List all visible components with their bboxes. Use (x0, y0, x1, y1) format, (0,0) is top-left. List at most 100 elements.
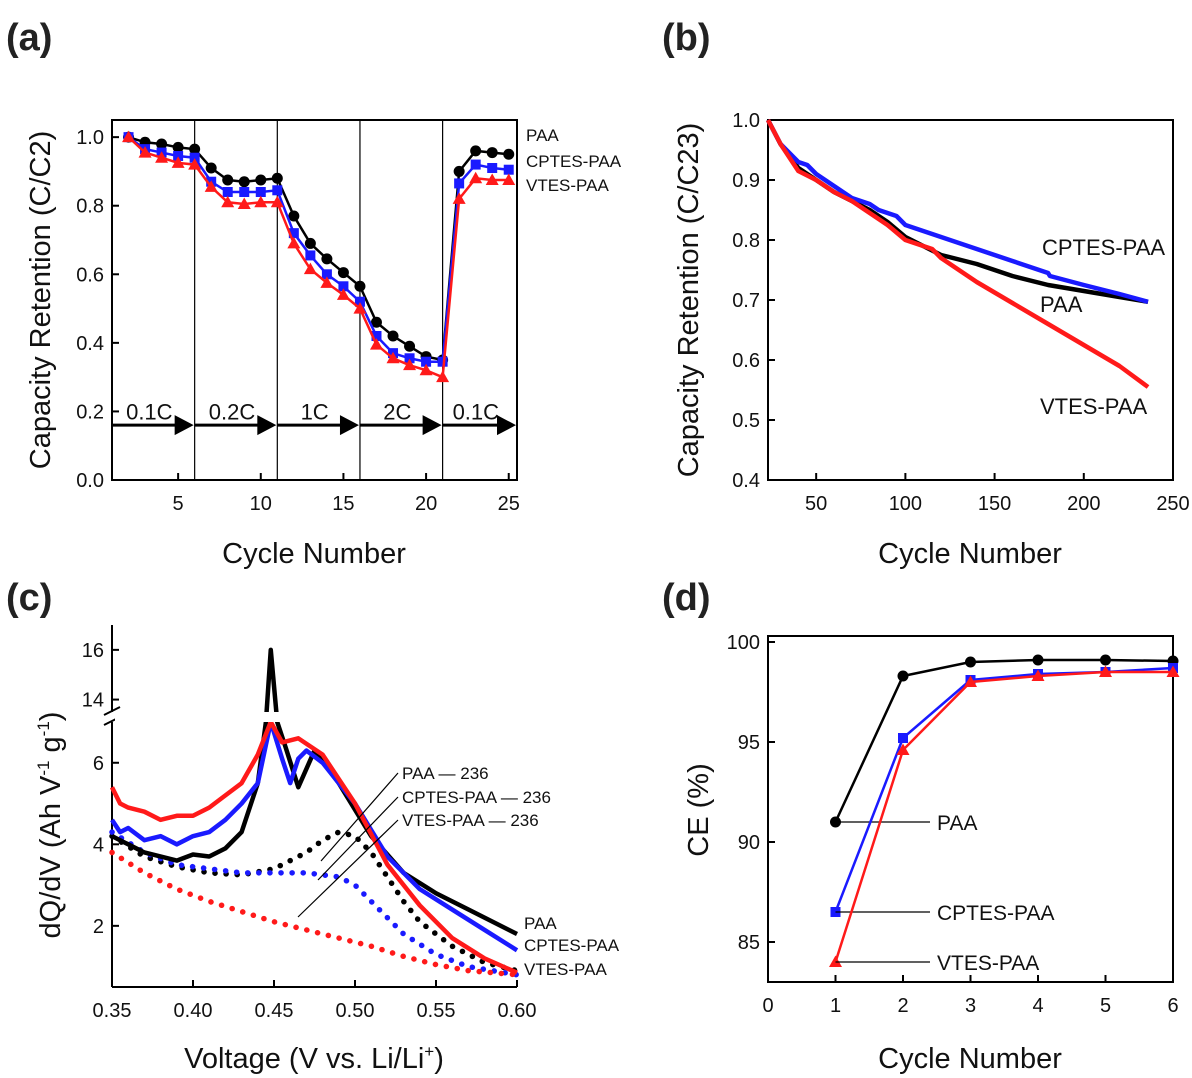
series-label-vtes-b: VTES-PAA (1040, 394, 1148, 419)
legend-label-paa-236: PAA — 236 (402, 764, 489, 783)
data-point-paa (288, 210, 300, 222)
legend-label-vtes-paa-236: VTES-PAA — 236 (402, 811, 539, 830)
data-point-paa (370, 316, 382, 328)
x-tick-label: 100 (889, 493, 922, 515)
data-point-cptes-paa (321, 269, 332, 280)
rate-arrow-head (497, 415, 516, 436)
x-axis-title-b: Cycle Number (878, 538, 1062, 570)
data-point-cptes-paa (189, 152, 200, 163)
y-tick-label: 0.7 (732, 290, 760, 312)
rate-label-0-1c: 0.1C (453, 399, 500, 424)
x-tick-label: 5 (1100, 995, 1111, 1017)
data-point-vtes-paa (469, 171, 483, 184)
data-point-cptes-paa (404, 353, 415, 364)
data-point-paa (189, 143, 201, 155)
data-point-cptes-paa (305, 250, 316, 261)
panel-b: 50 100 150 200 250 0.4 0.5 0.6 0.7 0.8 0.9 1.0 CPTE… (673, 110, 1190, 570)
series-line-paa (834, 658, 1174, 823)
y-axis-title-b: Capacity Retention (C/C23) (673, 123, 705, 478)
x-tick-label: 3 (965, 995, 976, 1017)
x-tick-label: 0.40 (174, 1000, 213, 1022)
end-label-paa: PAA (524, 914, 557, 933)
data-point-vtes-paa (1031, 669, 1045, 681)
rate-arrow-head (422, 415, 442, 436)
legend-leader-line (320, 772, 399, 862)
plot-frame-a (111, 119, 518, 481)
series-line-cptes-paa (110, 719, 519, 953)
legend-label-paa: PAA (526, 126, 559, 145)
series-label-paa: PAA (937, 812, 977, 835)
series-line-paa (766, 118, 1149, 305)
y-tick-label: 6 (93, 753, 104, 775)
x-tick-label: 150 (978, 493, 1011, 515)
data-point-vtes-paa (138, 146, 152, 158)
y-tick-label: 0.4 (76, 333, 104, 355)
plot-frame-d (767, 635, 1174, 983)
y-tick-label: 0.4 (732, 470, 760, 492)
data-point-vtes-paa (287, 236, 301, 249)
x-axis-title-d: Cycle Number (878, 1043, 1062, 1075)
x-tick-label: 0 (762, 995, 773, 1017)
data-point-vtes-paa (386, 351, 400, 364)
series-label-vtes-paa: VTES-PAA (937, 952, 1039, 975)
data-point-cptes-paa (470, 159, 481, 170)
data-point-paa (354, 280, 366, 292)
rate-arrow-head (257, 415, 277, 436)
data-point-vtes-paa (964, 675, 977, 687)
data-point-cptes-paa (487, 163, 498, 173)
y-tick-label: 1.0 (732, 110, 760, 132)
x-tick-label: 10 (250, 493, 272, 515)
legend-leader-line (317, 796, 399, 881)
data-point-paa (337, 267, 349, 279)
x-tick-label: 0.60 (498, 1000, 537, 1022)
series-line-vtes-paa-236 (109, 849, 520, 978)
data-point-vtes-paa (221, 195, 235, 208)
data-point-paa (205, 162, 217, 174)
y-axis-title-c: dQ/dV (Ah V-1 g-1) (34, 712, 67, 939)
plot-frame-b (767, 119, 1174, 481)
x-tick-label: 20 (415, 493, 437, 515)
data-point-vtes-paa (436, 370, 450, 383)
data-point-paa (404, 340, 416, 352)
legend-label-vtes-paa: VTES-PAA (526, 176, 609, 195)
x-tick-label: 25 (498, 493, 520, 515)
panel-label-a: (a) (6, 17, 52, 59)
y-tick-label: 100 (727, 632, 760, 654)
y-tick-label: 85 (738, 932, 760, 954)
y-tick-label: 0.8 (732, 230, 760, 252)
data-point-vtes-paa (237, 197, 251, 209)
data-point-paa (156, 138, 168, 150)
series-line-vtes-paa (834, 670, 1173, 963)
x-tick-label: 5 (173, 493, 184, 515)
data-point-paa (387, 330, 399, 342)
data-point-vtes-paa (485, 173, 499, 185)
rate-label-0-2c: 0.2C (209, 399, 256, 424)
data-point-cptes-paa (437, 356, 448, 367)
data-point-paa (503, 148, 515, 160)
data-point-cptes-paa (503, 164, 514, 175)
data-point-vtes-paa (336, 288, 350, 300)
data-point-vtes-paa (155, 151, 169, 163)
y-tick-label: 16 (82, 640, 104, 662)
x-tick-label: 6 (1167, 995, 1178, 1017)
data-point-cptes-paa (421, 356, 432, 367)
y-axis-title-a: Capacity Retention (C/C2) (25, 131, 57, 469)
data-point-vtes-paa (829, 955, 842, 967)
series-label-cptes-paa: CPTES-PAA (937, 902, 1054, 925)
x-axis-title-a: Cycle Number (222, 538, 406, 570)
x-tick-label: 50 (805, 493, 827, 515)
x-tick-label: 0.35 (93, 1000, 132, 1022)
end-label-cptes-paa: CPTES-PAA (524, 936, 620, 955)
legend-label-cptes-paa: CPTES-PAA (526, 152, 622, 171)
data-point-vtes-paa (403, 358, 417, 371)
panel-a: 0.1C 0.2C 1C 2C 0.1C 5 10 15 20 25 0.0 0.2 0.4 0.6 0.… (25, 119, 622, 570)
data-point-vtes-paa (171, 156, 185, 168)
data-point-cptes-paa (288, 228, 299, 239)
series-line-vtes-paa (766, 118, 1150, 389)
x-tick-label: 1 (830, 995, 841, 1017)
data-point-vtes-paa (122, 130, 136, 143)
rate-arrow-head (174, 415, 194, 436)
data-point-vtes-paa (502, 173, 516, 185)
data-point-cptes-paa (371, 331, 382, 341)
